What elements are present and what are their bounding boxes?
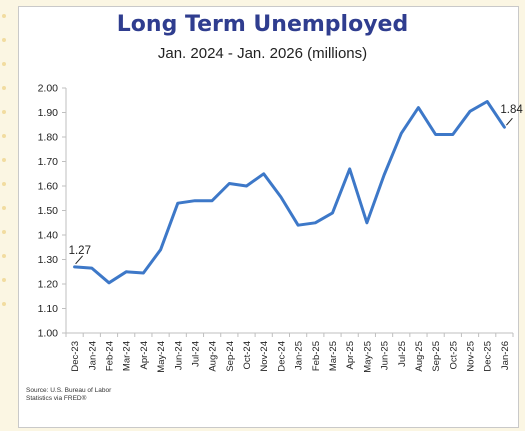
source-note: Source: U.S. Bureau of Labor Statistics … xyxy=(26,387,112,402)
y-tick-label: 1.90 xyxy=(38,107,59,119)
x-tick-label: Mar-25 xyxy=(328,341,339,371)
x-tick-label: Jul-25 xyxy=(397,341,408,367)
x-tick-label: Jun-25 xyxy=(380,341,391,370)
x-tick-label: Nov-24 xyxy=(259,341,270,372)
annotation-leader xyxy=(506,117,513,126)
x-tick-label: Feb-24 xyxy=(104,341,115,371)
chart-title: Long Term Unemployed xyxy=(116,12,409,37)
data-label: 1.84 xyxy=(500,104,523,116)
x-tick-label: Jul-24 xyxy=(190,341,201,367)
x-tick-label: Oct-25 xyxy=(448,341,459,370)
y-tick-label: 1.10 xyxy=(38,303,59,315)
x-tick-label: Jun-24 xyxy=(173,341,184,370)
y-tick-label: 1.60 xyxy=(38,181,59,193)
x-tick-label: Jan-25 xyxy=(294,341,305,370)
chart-frame xyxy=(18,6,519,428)
y-tick-label: 2.00 xyxy=(38,83,59,95)
y-tick-label: 1.20 xyxy=(38,279,59,291)
data-label: 1.27 xyxy=(69,245,91,257)
x-tick-label: May-24 xyxy=(156,341,167,373)
series-line xyxy=(73,100,506,285)
y-tick-label: 1.70 xyxy=(38,156,59,168)
y-tick-label: 1.50 xyxy=(38,205,59,217)
y-tick-label: 1.30 xyxy=(38,254,59,266)
y-tick-label: 1.80 xyxy=(38,132,59,144)
x-tick-label: Oct-24 xyxy=(242,341,253,370)
chart-subtitle: Jan. 2024 - Jan. 2026 (millions) xyxy=(157,45,368,62)
x-tick-label: Apr-25 xyxy=(345,341,356,370)
x-tick-label: Aug-25 xyxy=(414,341,425,372)
x-tick-label: Sep-24 xyxy=(225,341,236,372)
x-tick-label: Jan-26 xyxy=(500,341,511,370)
x-tick-label: May-25 xyxy=(362,341,373,373)
x-tick-label: Aug-24 xyxy=(208,341,219,372)
decorative-dots xyxy=(0,0,14,431)
x-tick-label: Dec-25 xyxy=(483,341,494,372)
x-tick-label: Jan-24 xyxy=(87,341,98,370)
y-tick-label: 1.00 xyxy=(38,328,59,340)
x-tick-label: Dec-24 xyxy=(276,341,287,372)
y-tick-label: 1.40 xyxy=(38,230,59,242)
x-tick-label: Dec-23 xyxy=(70,341,81,372)
x-tick-label: Nov-25 xyxy=(466,341,477,372)
x-tick-label: Feb-25 xyxy=(311,341,322,371)
x-tick-label: Sep-25 xyxy=(431,341,442,372)
x-tick-label: Mar-24 xyxy=(122,341,133,371)
annotation-leader xyxy=(75,255,83,265)
x-tick-label: Apr-24 xyxy=(139,341,150,370)
